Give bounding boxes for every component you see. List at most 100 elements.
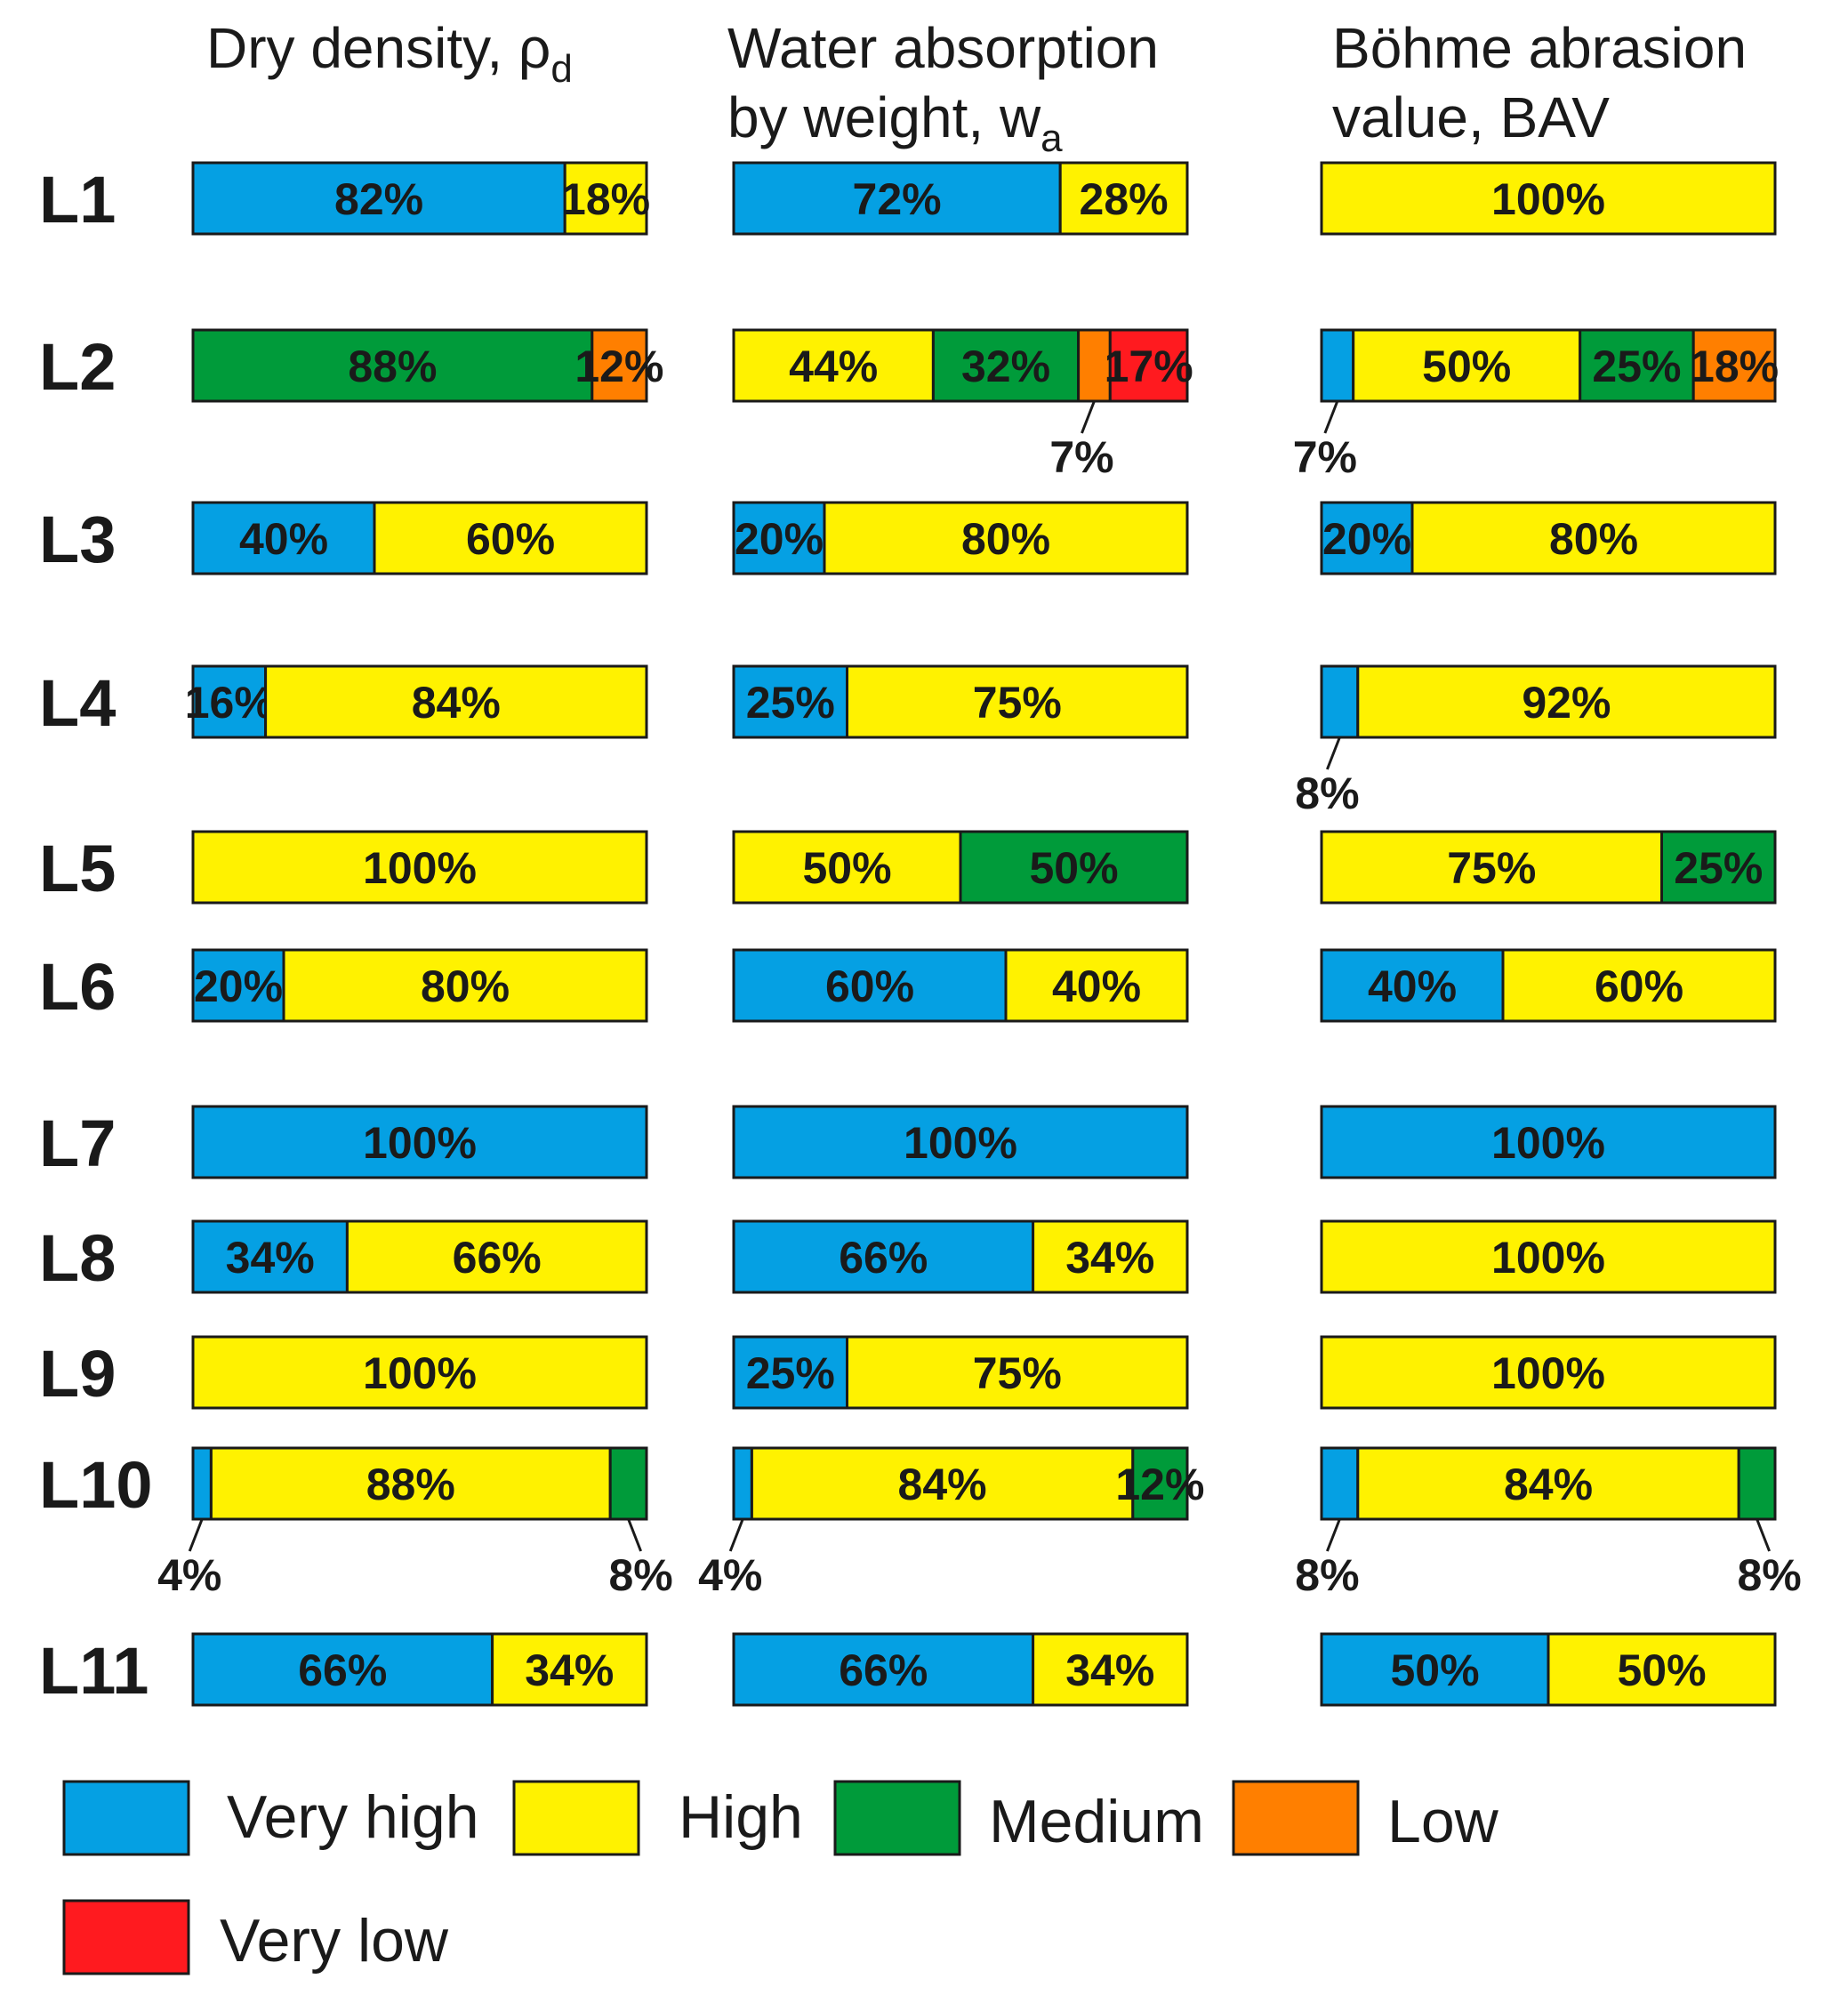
segment-label: 66% xyxy=(298,1645,387,1695)
segment-label: 100% xyxy=(363,1348,477,1398)
stacked-bars: 82% 18% 72% 28% 100%88% 12% 44% 32% 17%7%50% 25% 1… xyxy=(157,161,1802,1707)
segment-h-34 xyxy=(1032,1632,1189,1707)
segment-vh-50 xyxy=(1320,1632,1550,1707)
segment-h-40 xyxy=(1004,948,1189,1023)
segment-label: 50% xyxy=(1617,1645,1706,1695)
segment-label: 84% xyxy=(1504,1460,1593,1509)
bar-l9-panel-3: 100% xyxy=(1320,1335,1777,1410)
bar-l5-panel-3: 75% 25% xyxy=(1320,830,1777,905)
segment-h-50 xyxy=(1547,1632,1777,1707)
segment-h-66 xyxy=(345,1219,648,1294)
segment-label: 17% xyxy=(1105,342,1193,391)
segment-label: 88% xyxy=(366,1460,455,1509)
segment-h-100 xyxy=(1320,1335,1777,1410)
segment-vh-100 xyxy=(1320,1105,1777,1179)
segment-vh-66 xyxy=(732,1632,1035,1707)
segment-h-80 xyxy=(282,948,648,1023)
segment-label-external: 8% xyxy=(1295,768,1359,818)
leader-line xyxy=(1326,736,1341,770)
legend-item-l: Low xyxy=(1232,1780,1499,1856)
segment-h-44 xyxy=(732,328,935,403)
segment-vh-8 xyxy=(1320,664,1360,739)
segment-label: 20% xyxy=(1322,514,1411,564)
segment-h-60 xyxy=(1501,948,1777,1023)
segment-label: 100% xyxy=(363,843,477,893)
segment-h-100 xyxy=(191,830,648,905)
segment-label: 18% xyxy=(561,174,650,224)
segment-vh-8 xyxy=(1320,1446,1360,1521)
header-water-absorption-line2-main: by weight, w xyxy=(727,85,1041,149)
segment-label: 72% xyxy=(853,174,942,224)
bar-l11-panel-2: 66% 34% xyxy=(732,1632,1189,1707)
legend-item-vl: Very low xyxy=(62,1899,449,1975)
bar-l10-panel-1: 88% 4% 8% xyxy=(157,1446,673,1600)
header-dry-density-main: Dry density, ρ xyxy=(206,16,550,80)
bar-l9-panel-1: 100% xyxy=(191,1335,648,1410)
segment-vh-20 xyxy=(732,501,826,575)
segment-l-7 xyxy=(1077,328,1112,403)
header-dry-density-subscript: d xyxy=(550,47,572,91)
leader-line xyxy=(188,1518,204,1552)
bar-l8-panel-3: 100% xyxy=(1320,1219,1777,1294)
segment-l-18 xyxy=(1691,328,1777,403)
segment-label: 100% xyxy=(1491,1233,1605,1283)
segment-label: 50% xyxy=(1390,1645,1479,1695)
segment-vh-66 xyxy=(191,1632,494,1707)
segment-label: 44% xyxy=(789,342,878,391)
leader-line xyxy=(1081,400,1096,434)
segment-h-84 xyxy=(750,1446,1135,1521)
row-label-l6: L6 xyxy=(39,950,116,1024)
bar-l9-panel-2: 25% 75% xyxy=(732,1335,1189,1410)
segment-label-external: 8% xyxy=(1295,1550,1359,1600)
segment-m-32 xyxy=(931,328,1081,403)
segment-vh-66 xyxy=(732,1219,1035,1294)
bar-l4-panel-1: 16% 84% xyxy=(185,664,648,739)
segment-vh-100 xyxy=(732,1105,1189,1179)
segment-label: 50% xyxy=(802,843,891,893)
segment-label: 92% xyxy=(1522,678,1611,728)
legend-label: Very low xyxy=(220,1907,449,1975)
segment-label: 80% xyxy=(421,961,510,1011)
segment-h-28 xyxy=(1058,161,1189,236)
segment-label: 66% xyxy=(839,1233,928,1283)
leader-line xyxy=(1323,400,1339,434)
segment-m-25 xyxy=(1579,328,1695,403)
segment-l-12 xyxy=(591,328,648,403)
segment-label: 12% xyxy=(574,342,663,391)
segment-m-8 xyxy=(608,1446,648,1521)
header-bohme-line2: value, BAV xyxy=(1332,85,1610,149)
row-label-l2: L2 xyxy=(39,330,116,404)
segment-label: 50% xyxy=(1029,843,1118,893)
segment-vh-20 xyxy=(1320,501,1414,575)
bar-l5-panel-1: 100% xyxy=(191,830,648,905)
leader-line xyxy=(627,1518,642,1552)
row-label-l4: L4 xyxy=(39,666,116,740)
bar-l7-panel-2: 100% xyxy=(732,1105,1189,1179)
segment-h-50 xyxy=(1352,328,1582,403)
legend-swatch xyxy=(1232,1780,1360,1856)
row-label-l8: L8 xyxy=(39,1221,116,1295)
segment-label: 100% xyxy=(1491,1348,1605,1398)
bar-l7-panel-3: 100% xyxy=(1320,1105,1777,1179)
segment-h-100 xyxy=(1320,161,1777,236)
legend-label: Very high xyxy=(227,1783,479,1851)
header-dry-density: Dry density, ρd xyxy=(206,16,573,91)
segment-h-100 xyxy=(191,1335,648,1410)
segment-label: 20% xyxy=(194,961,283,1011)
segment-label: 75% xyxy=(973,678,1062,728)
header-bohme-line1: Böhme abrasion xyxy=(1332,16,1747,80)
bar-l2-panel-1: 88% 12% xyxy=(191,328,663,403)
header-water-absorption-line1: Water absorption xyxy=(727,16,1159,80)
bar-l4-panel-2: 25% 75% xyxy=(732,664,1189,739)
leader-line xyxy=(1756,1518,1771,1552)
leader-line xyxy=(728,1518,744,1552)
legend-swatch xyxy=(62,1780,190,1856)
segment-label: 34% xyxy=(226,1233,315,1283)
segment-m-50 xyxy=(959,830,1189,905)
legend-label: Medium xyxy=(989,1788,1204,1855)
bar-l6-panel-2: 60% 40% xyxy=(732,948,1189,1023)
segment-label: 100% xyxy=(1491,174,1605,224)
row-labels: L1 L2 L3 L4 L5 L6 L7 L8 L9 L10 L11 xyxy=(39,163,153,1708)
segment-label: 100% xyxy=(904,1118,1017,1168)
segment-label-external: 4% xyxy=(698,1550,762,1600)
